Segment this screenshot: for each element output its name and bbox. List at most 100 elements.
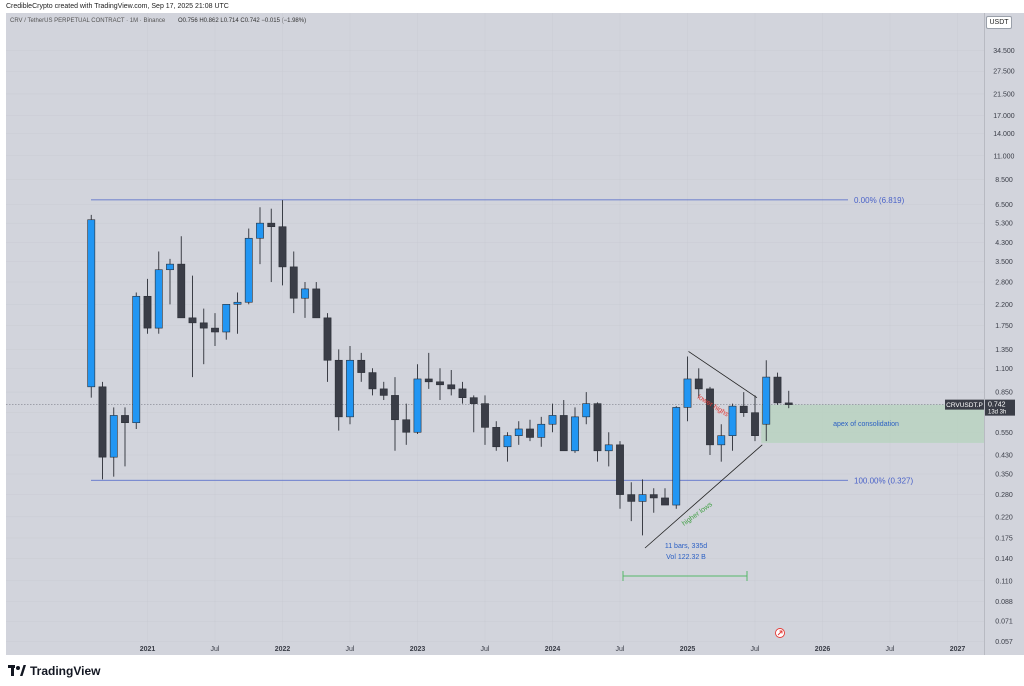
- bars-range-label: 11 bars, 335d: [665, 543, 707, 550]
- candle: [301, 282, 309, 318]
- candle: [661, 488, 669, 506]
- price-tick-label: 6.500: [995, 202, 1013, 209]
- candle: [548, 403, 557, 433]
- candle: [256, 207, 264, 265]
- candle: [154, 251, 163, 334]
- candle: [233, 292, 242, 334]
- candle: [188, 275, 197, 378]
- candle: [436, 368, 444, 401]
- candle-body: [706, 388, 714, 446]
- price-tick-label: 2.200: [995, 302, 1013, 309]
- candle: [784, 390, 793, 409]
- lower-highs-trendline: [688, 351, 758, 399]
- candle-body: [109, 415, 118, 458]
- price-tick-label: 14.000: [993, 131, 1015, 138]
- price-tick-label: 5.300: [995, 221, 1013, 228]
- candle-body: [289, 266, 298, 299]
- candle: [728, 403, 737, 451]
- tradingview-logo[interactable]: TradingView: [8, 664, 100, 678]
- candle: [121, 407, 129, 467]
- candle: [132, 292, 141, 429]
- price-tick-label: 8.500: [995, 177, 1013, 184]
- candle-body: [728, 405, 737, 436]
- candle: [604, 432, 613, 467]
- candle: [638, 479, 647, 536]
- time-tick-label: Jul: [616, 646, 625, 653]
- candle-body: [346, 359, 354, 418]
- time-tick-label: Jul: [346, 646, 355, 653]
- candle-body: [447, 384, 456, 390]
- fib-label: 100.00% (0.327): [854, 476, 913, 485]
- candle-body: [211, 327, 219, 333]
- candle-body: [717, 435, 726, 446]
- candle-body: [379, 388, 388, 396]
- price-tick-label: 0.280: [995, 492, 1013, 499]
- price-tick-label: 11.000: [994, 153, 1015, 160]
- candle: [672, 406, 681, 509]
- price-tick-label: 1.100: [995, 366, 1013, 373]
- apex-label: apex of consolidation: [833, 421, 899, 428]
- time-tick-label: 2024: [545, 646, 561, 653]
- candle: [481, 395, 489, 445]
- candle: [402, 403, 411, 445]
- candle: [582, 392, 591, 425]
- candle: [98, 381, 107, 480]
- candle-body: [571, 416, 579, 452]
- price-tick-label: 0.220: [995, 514, 1013, 521]
- candle: [199, 308, 208, 365]
- higher-lows-trendline: [644, 444, 763, 549]
- candle: [222, 304, 231, 340]
- candle: [278, 200, 287, 286]
- time-tick-label: Jul: [211, 646, 220, 653]
- candle-body: [784, 402, 793, 405]
- candle-body: [526, 428, 534, 438]
- candle: [323, 313, 332, 382]
- candle: [413, 364, 422, 434]
- candle-body: [503, 435, 512, 448]
- candle-body: [548, 415, 557, 425]
- tradingview-logo-icon: [8, 665, 26, 676]
- candle-body: [469, 397, 478, 404]
- candle-body: [751, 412, 759, 436]
- candle: [267, 208, 276, 283]
- candle-body: [154, 269, 163, 329]
- candle-body: [616, 444, 624, 495]
- candle-body: [672, 407, 681, 506]
- price-axis[interactable]: [984, 13, 1024, 655]
- price-tick-label: 4.300: [995, 240, 1013, 247]
- candle: [143, 278, 152, 334]
- candle-body: [537, 423, 546, 438]
- candle-body: [739, 405, 748, 413]
- candle: [368, 368, 377, 396]
- brand-name: TradingView: [30, 664, 101, 678]
- candle-body: [481, 403, 489, 428]
- candle: [526, 419, 534, 442]
- candle: [357, 352, 366, 382]
- price-tick-label: 34.500: [993, 48, 1015, 55]
- price-tick-label: 1.750: [995, 323, 1013, 330]
- candle: [593, 402, 602, 462]
- candle: [334, 349, 343, 431]
- candle: [616, 441, 624, 509]
- price-tick-label: 2.800: [995, 280, 1013, 287]
- candle: [683, 356, 692, 422]
- candle: [346, 346, 354, 425]
- higher-lows-label: higher lows: [681, 501, 714, 528]
- candle-body: [177, 263, 186, 319]
- time-tick-label: 2021: [140, 646, 156, 653]
- candle: [694, 368, 703, 398]
- candle: [447, 369, 456, 396]
- currency-button[interactable]: USDT: [986, 16, 1012, 29]
- price-tick-label: 0.850: [995, 390, 1013, 397]
- current-symbol-label: CRVUSDT.P: [946, 402, 983, 409]
- candle-body: [514, 428, 523, 436]
- price-tick-label: 0.088: [995, 599, 1013, 606]
- candle: [469, 395, 478, 433]
- candle-body: [357, 359, 366, 373]
- plot-area[interactable]: [6, 13, 984, 655]
- candle-body: [593, 403, 602, 452]
- time-tick-label: 2027: [950, 646, 966, 653]
- time-tick-label: Jul: [886, 646, 895, 653]
- candle-body: [559, 415, 568, 452]
